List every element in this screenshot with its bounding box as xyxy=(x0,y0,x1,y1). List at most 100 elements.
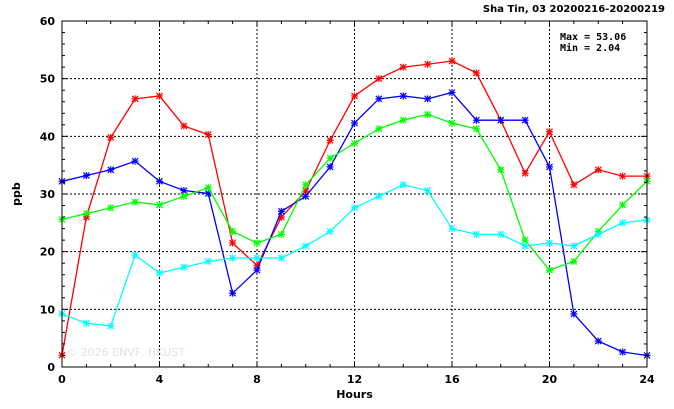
data-point xyxy=(302,242,310,250)
data-point xyxy=(619,219,627,227)
data-point xyxy=(546,239,553,247)
data-point xyxy=(619,348,627,356)
data-point xyxy=(448,57,456,65)
data-point xyxy=(107,166,115,174)
data-point xyxy=(156,201,163,209)
ticks xyxy=(61,20,648,368)
x-tick-label: 12 xyxy=(347,373,362,386)
y-tick-label: 20 xyxy=(40,246,56,259)
data-point xyxy=(424,187,432,195)
data-point xyxy=(107,322,115,330)
data-point xyxy=(375,125,383,133)
data-point xyxy=(521,242,529,250)
x-tick-label: 20 xyxy=(542,373,558,386)
data-point xyxy=(277,254,285,262)
data-point xyxy=(351,204,358,212)
data-point xyxy=(375,75,383,83)
data-point xyxy=(204,184,212,192)
y-tick-label: 30 xyxy=(40,188,56,201)
data-point xyxy=(107,204,115,212)
data-point xyxy=(399,92,407,100)
data-point xyxy=(497,166,505,174)
data-point xyxy=(351,139,358,147)
data-point xyxy=(326,154,334,162)
data-point xyxy=(156,269,163,277)
data-point xyxy=(399,181,407,189)
watermark: © 2026 ENVF, HKUST xyxy=(66,346,185,359)
data-point xyxy=(521,116,529,124)
x-tick-label: 8 xyxy=(253,373,261,386)
data-point xyxy=(351,119,358,127)
data-point xyxy=(399,116,407,124)
data-point xyxy=(472,116,480,124)
y-tick-label: 0 xyxy=(47,361,55,374)
data-point xyxy=(546,266,553,274)
x-tick-label: 24 xyxy=(639,373,655,386)
data-point xyxy=(180,122,188,130)
x-tick-label: 16 xyxy=(444,373,460,386)
data-point xyxy=(302,192,310,200)
data-point xyxy=(424,95,432,103)
data-point xyxy=(277,207,285,215)
data-point xyxy=(448,89,456,97)
data-point xyxy=(472,69,480,77)
data-point xyxy=(619,201,627,209)
y-axis-title: ppb xyxy=(10,182,23,206)
data-point xyxy=(546,163,553,171)
data-point xyxy=(253,266,261,274)
data-point xyxy=(277,230,285,238)
x-tick-label: 4 xyxy=(156,373,164,386)
data-point xyxy=(229,227,237,235)
data-point xyxy=(131,251,139,259)
data-point xyxy=(204,257,212,265)
series-4 xyxy=(58,181,651,330)
tick-labels: 0 4 8 12 16 20 24 0 10 20 30 40 50 60 xyxy=(40,15,655,386)
max-stat: Max = 53.06 xyxy=(560,32,626,43)
data-point xyxy=(570,310,578,318)
data-point xyxy=(375,95,383,103)
series-3 xyxy=(58,110,651,274)
data-point xyxy=(326,163,334,171)
y-tick-label: 60 xyxy=(40,15,56,28)
data-point xyxy=(107,133,115,141)
data-point xyxy=(156,177,163,185)
data-point xyxy=(131,95,139,103)
data-point xyxy=(399,63,407,71)
data-point xyxy=(82,319,90,327)
data-point xyxy=(253,239,261,247)
data-point xyxy=(82,172,90,180)
data-point xyxy=(424,60,432,68)
x-axis-title: Hours xyxy=(336,388,373,401)
data-point xyxy=(619,172,627,180)
data-point xyxy=(229,239,237,247)
y-tick-label: 10 xyxy=(40,303,56,316)
data-point xyxy=(570,257,578,265)
data-point xyxy=(594,166,602,174)
data-point xyxy=(375,192,383,200)
data-point xyxy=(521,169,529,177)
data-point xyxy=(594,337,602,345)
x-tick-label: 0 xyxy=(58,373,66,386)
data-point xyxy=(472,230,480,238)
data-point xyxy=(131,157,139,165)
data-point xyxy=(448,119,456,127)
data-point xyxy=(302,181,310,189)
data-point xyxy=(424,110,432,118)
data-point xyxy=(156,92,163,100)
series-2 xyxy=(58,89,651,359)
data-point xyxy=(204,131,212,139)
series-layer xyxy=(58,57,651,359)
y-tick-label: 50 xyxy=(40,73,56,86)
data-point xyxy=(229,254,237,262)
gridlines xyxy=(62,21,647,367)
data-point xyxy=(82,210,90,218)
data-point xyxy=(570,181,578,189)
data-point xyxy=(497,116,505,124)
data-point xyxy=(472,125,480,133)
y-tick-label: 40 xyxy=(40,130,56,143)
data-point xyxy=(326,227,334,235)
data-point xyxy=(180,192,188,200)
data-point xyxy=(229,289,237,297)
data-point xyxy=(180,263,188,271)
